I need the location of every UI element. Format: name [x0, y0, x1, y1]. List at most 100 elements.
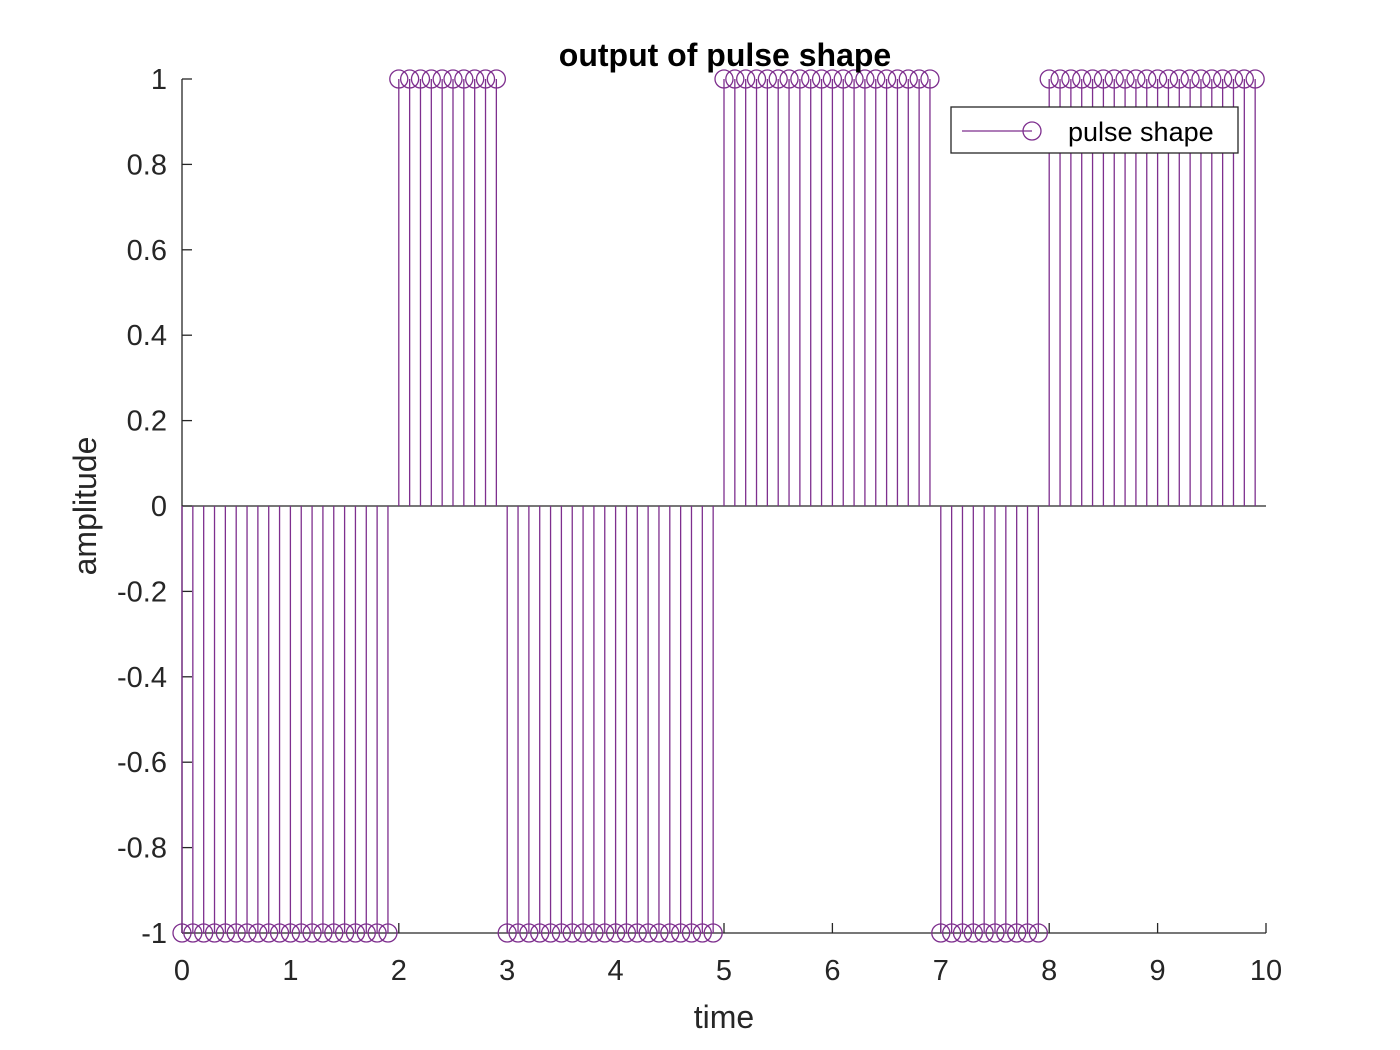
stem-marker [605, 923, 626, 943]
stem-marker [811, 69, 832, 89]
stem-marker [876, 69, 897, 89]
stem-marker [1050, 69, 1070, 89]
stem-marker [1072, 69, 1092, 89]
x-tick-label: 9 [1150, 955, 1166, 987]
stem-marker [378, 923, 398, 943]
stem-marker [540, 923, 561, 943]
stem-marker [757, 69, 778, 89]
stem-marker [1061, 69, 1081, 89]
stem-marker [259, 923, 279, 943]
y-axis-label: amplitude [67, 437, 103, 576]
stem-marker [649, 923, 669, 943]
x-axis-label: time [694, 999, 754, 1035]
stem-marker [941, 923, 962, 943]
y-tick-label: 0.8 [127, 149, 167, 181]
legend-marker-circle [1022, 121, 1042, 141]
stem-marker [660, 923, 680, 943]
y-tick-label: 0.4 [127, 320, 167, 352]
stem-marker [1137, 69, 1157, 89]
x-tick-label: 5 [716, 955, 732, 987]
axes: 0 1 2 3 4 5 6 7 8 9 10 -1 -0.8 -0.6 -0.4 -0.2 0 0.2 0.4 0.… [117, 64, 1282, 987]
stem-marker [204, 923, 225, 943]
stem-marker [909, 69, 929, 89]
stem-marker [703, 923, 723, 943]
stem-marker [1082, 69, 1103, 89]
stem-marker [801, 69, 821, 89]
stem-marker [996, 923, 1016, 943]
legend-box [950, 106, 1239, 154]
stem-marker [389, 69, 409, 89]
stem-marker [952, 923, 973, 943]
stem-marker [1191, 69, 1211, 89]
stem-marker [714, 69, 734, 89]
stem-marker [172, 923, 192, 943]
x-tick-label: 8 [1041, 955, 1057, 987]
stem-marker [736, 69, 756, 89]
stem-marker [1180, 69, 1200, 89]
stem-marker [1115, 69, 1135, 89]
stem-marker [670, 923, 691, 943]
stem-marker [215, 923, 236, 943]
stem-marker [1104, 69, 1124, 89]
stem-series [172, 69, 1265, 943]
y-tick-label: -1 [141, 918, 167, 950]
stem-marker [746, 69, 767, 89]
stem-marker [681, 923, 702, 943]
stem-marker [725, 69, 745, 89]
y-tick-label: -0.8 [117, 833, 167, 865]
stem-marker [334, 923, 355, 943]
stem-marker [497, 923, 517, 943]
stem-marker [475, 69, 496, 89]
stem-marker [1039, 69, 1059, 89]
stem-marker [974, 923, 994, 943]
legend-label: pulse shape [1068, 117, 1214, 147]
chart-title: output of pulse shape [559, 37, 891, 73]
y-tick-label: -0.6 [117, 747, 167, 779]
stem-marker [584, 923, 604, 943]
stem-marker [898, 69, 918, 89]
stem-marker [465, 69, 485, 89]
stem-marker [616, 923, 637, 943]
stem-marker [291, 923, 311, 943]
stem-marker [1212, 69, 1233, 89]
stem-marker [454, 69, 474, 89]
stem-marker [367, 923, 387, 943]
stem-marker [1169, 69, 1189, 89]
stem-marker [324, 923, 344, 943]
stem-marker [855, 69, 875, 89]
stem-marker [1223, 69, 1244, 89]
stem-marker [595, 923, 615, 943]
stem-marker [562, 923, 582, 943]
stem-marker [573, 923, 593, 943]
y-ticks: -1 -0.8 -0.6 -0.4 -0.2 0 0.2 0.4 0.6 0.8 1 [117, 64, 192, 950]
x-tick-label: 3 [499, 955, 515, 987]
stem-marker [508, 923, 528, 943]
stem-marker [1158, 69, 1179, 89]
x-ticks: 0 1 2 3 4 5 6 7 8 9 10 [174, 923, 1282, 987]
stem-marker [638, 923, 658, 943]
y-tick-label: 0.6 [127, 235, 167, 267]
stem-marker [931, 923, 951, 943]
stem-marker [1234, 69, 1254, 89]
stem-marker [866, 69, 886, 89]
stem-marker [790, 69, 810, 89]
stem-marker [399, 69, 420, 89]
stem-marker [356, 923, 376, 943]
stem-marker [194, 923, 214, 943]
stem-marker [779, 69, 799, 89]
stem-marker [768, 69, 788, 89]
stem-marker [432, 69, 452, 89]
y-tick-label: 0 [151, 491, 167, 523]
stem-marker [833, 69, 853, 89]
stem-marker [345, 923, 366, 943]
legend[interactable]: pulse shape [950, 106, 1239, 154]
stem-marker [302, 923, 322, 943]
stem-marker [1245, 69, 1265, 89]
x-tick-label: 1 [282, 955, 298, 987]
stem-marker [627, 923, 647, 943]
stem-marker [1126, 69, 1146, 89]
stem-marker [269, 923, 290, 943]
stem-marker [887, 69, 908, 89]
stem-marker [410, 69, 431, 89]
